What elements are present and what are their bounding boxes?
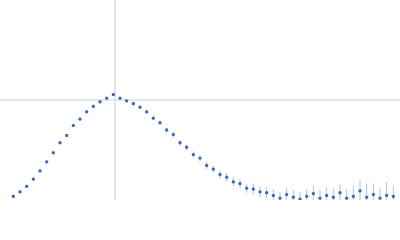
data-point (278, 196, 282, 200)
data-point (38, 169, 42, 173)
data-point (31, 177, 35, 181)
data-point (25, 184, 29, 188)
data-point (225, 175, 229, 179)
data-point (105, 96, 109, 100)
data-point (298, 197, 302, 200)
data-point (231, 180, 235, 184)
data-point (251, 187, 255, 191)
data-point (305, 194, 309, 198)
data-point (145, 110, 149, 114)
data-point (211, 167, 215, 171)
data-point (158, 121, 162, 125)
chart (0, 0, 400, 200)
data-point (311, 192, 315, 196)
data-point (111, 92, 115, 97)
data-point (365, 195, 369, 199)
data-point (238, 182, 242, 186)
data-point (58, 141, 62, 145)
data-point (178, 141, 182, 145)
data-point (331, 195, 335, 199)
data-point (131, 102, 135, 106)
data-point (91, 104, 95, 108)
data-point (318, 196, 322, 200)
data-point (11, 194, 15, 198)
data-point (151, 116, 155, 120)
data-point (358, 189, 362, 193)
data-point (205, 163, 209, 168)
data-point (345, 196, 349, 200)
data-point (191, 152, 195, 157)
data-point (265, 191, 269, 195)
data-point (325, 193, 329, 198)
data-point (218, 172, 222, 177)
data-point (258, 190, 262, 194)
data-point (125, 99, 129, 103)
data-point (71, 123, 75, 128)
data-point (351, 194, 355, 198)
data-point (371, 192, 375, 197)
data-point (378, 196, 382, 200)
data-point (98, 100, 102, 104)
data-point (391, 194, 395, 198)
data-point (65, 133, 69, 138)
data-point (45, 160, 49, 164)
data-point (385, 193, 389, 198)
data-point (138, 105, 142, 109)
data-point (291, 195, 295, 199)
data-point (85, 110, 89, 114)
data-point (51, 151, 55, 155)
data-point (198, 156, 202, 160)
data-point (165, 128, 169, 132)
data-point (285, 192, 289, 197)
data-point (338, 191, 342, 195)
data-point (78, 117, 82, 121)
data-point (118, 96, 122, 100)
data-point (185, 145, 189, 149)
data-point (245, 186, 249, 190)
data-point (18, 190, 22, 194)
data-point (171, 132, 175, 137)
data-point (271, 193, 275, 198)
